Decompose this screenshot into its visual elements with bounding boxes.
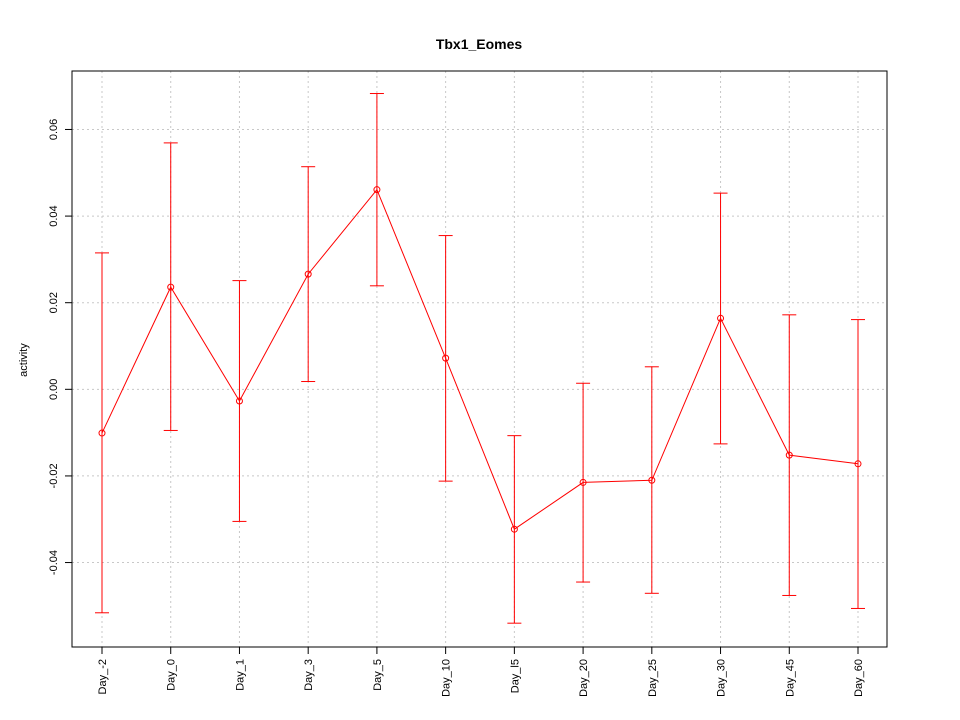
data-point	[510, 525, 518, 533]
y-tick-label: -0.04	[48, 550, 60, 575]
series	[95, 93, 865, 624]
y-tick-label: 0.00	[48, 379, 60, 400]
series-line	[101, 188, 859, 530]
data-point	[235, 397, 243, 405]
chart-title: Tbx1_Eomes	[436, 36, 523, 52]
x-tick-label: Day_20	[578, 659, 590, 697]
x-tick-label: Day_0	[166, 659, 178, 691]
data-point	[373, 186, 381, 194]
data-point	[579, 478, 587, 486]
grid	[72, 71, 887, 647]
x-tick-label: Day_3	[303, 659, 315, 691]
x-tick-label: Day_30	[716, 659, 728, 697]
y-tick-label: 0.04	[48, 205, 60, 226]
data-point	[167, 283, 175, 291]
x-axis: Day_-2 Day_0 Day_1 Day_3 Day_5 Day_10 Day_l5 Da…	[97, 647, 865, 697]
x-tick-label: Day_1	[234, 659, 246, 691]
y-axis-label: activity	[18, 343, 30, 377]
x-tick-label: Day_-2	[97, 659, 109, 694]
data-point	[785, 451, 793, 459]
x-tick-label: Day_45	[784, 659, 796, 697]
data-point	[717, 314, 725, 322]
plot-frame	[71, 70, 888, 648]
data-point	[648, 476, 656, 484]
data-point	[304, 270, 312, 278]
x-tick-label: Day_l5	[509, 659, 521, 693]
x-tick-label: Day_10	[441, 659, 453, 697]
y-tick-label: -0.02	[48, 463, 60, 488]
x-tick-label: Day_25	[647, 659, 659, 697]
y-tick-label: 0.06	[48, 119, 60, 140]
y-axis: -0.04 -0.02 0.00 0.02 0.04 0.06	[48, 119, 72, 575]
x-tick-label: Day_5	[372, 659, 384, 691]
data-point	[98, 429, 106, 437]
y-tick-label: 0.02	[48, 292, 60, 313]
x-tick-label: Day_60	[853, 659, 865, 697]
data-point	[854, 460, 862, 468]
data-point	[442, 354, 450, 362]
